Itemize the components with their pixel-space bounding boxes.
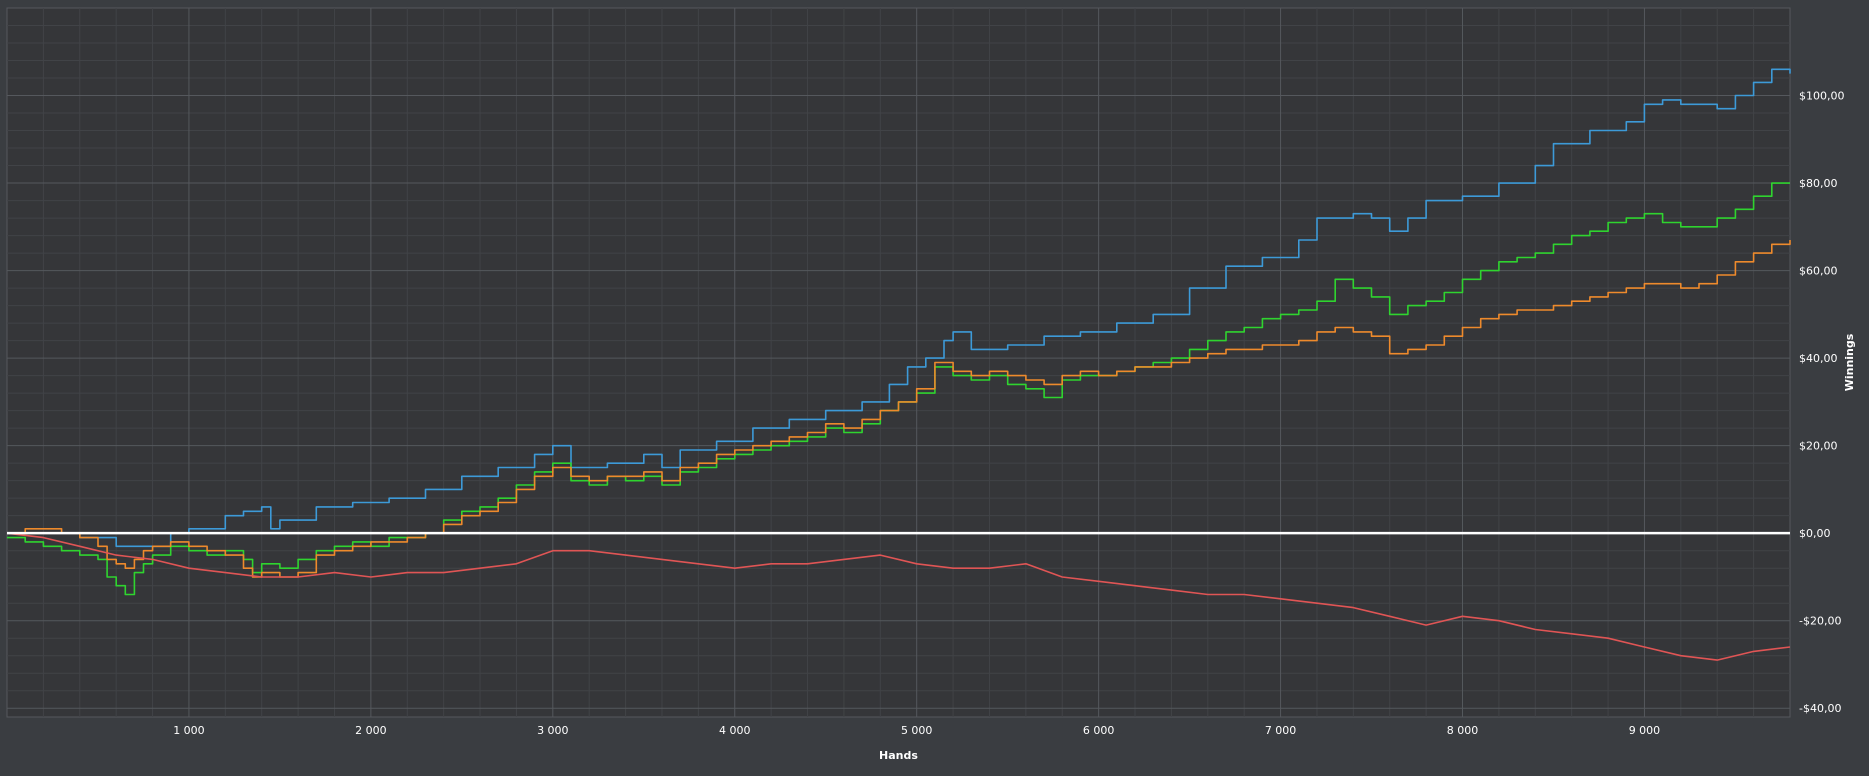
x-axis-title: Hands: [879, 749, 918, 762]
y-axis-title: Winnings: [1843, 333, 1856, 391]
x-tick-label: 3 000: [537, 724, 569, 737]
x-tick-label: 7 000: [1265, 724, 1297, 737]
series-layer: [6, 68, 1791, 661]
x-tick-label: 5 000: [901, 724, 933, 737]
x-tick-label: 9 000: [1629, 724, 1661, 737]
y-tick-label: $80,00: [1799, 177, 1838, 190]
y-axis-ticks: -$40,00 -$20,00 $0,00 $20,00 $40,00 $60,00 $80…: [1799, 90, 1845, 716]
series-line-2: [7, 182, 1790, 596]
x-tick-label: 4 000: [719, 724, 751, 737]
y-tick-label: $60,00: [1799, 265, 1838, 278]
series-line-4: [6, 532, 1791, 661]
series-line-3: [7, 240, 1791, 578]
minor-grid: [7, 8, 1790, 717]
x-tick-label: 8 000: [1447, 724, 1479, 737]
series-line-1: [7, 68, 1791, 548]
y-tick-label: $100,00: [1799, 90, 1845, 103]
y-tick-label: -$20,00: [1799, 615, 1841, 628]
plot-area: [6, 7, 1791, 718]
x-axis-ticks: 1 000 2 000 3 000 4 000 5 000 6 000 7 000 8 000…: [173, 724, 1660, 737]
y-tick-label: $40,00: [1799, 352, 1838, 365]
x-tick-label: 2 000: [355, 724, 387, 737]
y-tick-label: -$40,00: [1799, 702, 1841, 715]
x-tick-label: 1 000: [173, 724, 205, 737]
y-tick-label: $20,00: [1799, 440, 1838, 453]
y-tick-label: $0,00: [1799, 527, 1831, 540]
x-tick-label: 6 000: [1083, 724, 1115, 737]
